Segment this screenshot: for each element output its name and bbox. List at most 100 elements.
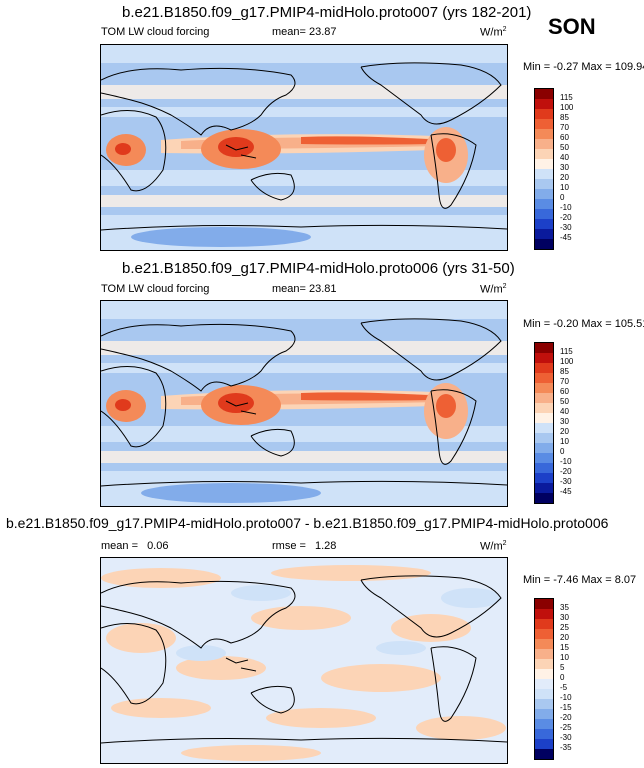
colorbar-label: 85 [560,113,569,122]
coastlines [101,318,507,487]
colorbar-box [535,609,553,619]
patch [271,565,431,581]
panel1-minmax: Min = -0.27 Max = 109.94 [523,61,644,73]
coast-south-america [430,646,477,722]
coast-africa [101,110,167,192]
panel1-mean-value: 23.87 [309,26,337,38]
north-midlat-band [101,85,507,99]
panel2-colorbar-boxes [535,343,553,503]
panel1-colorbar-boxes [535,89,553,249]
colorbar-box [535,129,553,139]
coast-antarctica [101,224,507,231]
colorbar-box [535,689,553,699]
colorbar-label: 0 [560,193,565,202]
itcz-core [301,392,441,401]
colorbar-label: 115 [560,347,573,356]
coast-africa [101,366,167,448]
colorbar-label: 85 [560,367,569,376]
colorbar-box [535,493,553,503]
panel3-title: b.e21.B1850.f09_g17.PMIP4-midHolo.proto0… [6,515,609,531]
panel1-colorbar [534,88,554,250]
coast-north-america [360,318,502,381]
colorbar-box [535,463,553,473]
colorbar-box [535,639,553,649]
coast-australia [250,172,295,201]
coast-indonesia [225,657,257,672]
panel1-units-text: W/m [480,26,503,39]
colorbar-box [535,179,553,189]
colorbar-box [535,363,553,373]
colorbar-label: 5 [560,663,565,672]
colorbar-label: 20 [560,633,569,642]
colorbar-box [535,719,553,729]
panel3-minmax: Min = -7.46 Max = 8.07 [523,574,637,586]
coast-antarctica [101,480,507,487]
colorbar-box [535,383,553,393]
coast-australia [250,685,295,714]
colorbar-label: -5 [560,683,568,692]
panel2-minmax: Min = -0.20 Max = 105.51 [523,318,644,330]
subtropics-north [101,107,507,117]
coastlines [101,575,507,744]
colorbar-label: -45 [560,233,572,242]
colorbar-box [535,139,553,149]
colorbar-label: 70 [560,377,569,386]
patch [416,716,506,740]
panel2-units-exp: 2 [502,283,507,290]
coast-africa [101,623,167,705]
colorbar-box [535,403,553,413]
colorbar-label: 60 [560,387,569,396]
colorbar-label: 30 [560,417,569,426]
season-label: SON [548,14,596,39]
colorbar-label: -20 [560,213,572,222]
panel1-map-svg [101,45,507,250]
patch [181,745,321,761]
coast-indonesia [225,400,257,415]
colorbar-box [535,393,553,403]
colorbar-box [535,209,553,219]
colorbar-label: -10 [560,693,572,702]
patch [111,698,211,718]
maritime-core [218,137,254,157]
panel2-title: b.e21.B1850.f09_g17.PMIP4-midHolo.proto0… [122,260,515,277]
arctic-band [101,45,507,63]
patch [101,568,221,588]
panel2-map-svg [101,301,507,506]
south-america-core [436,394,456,418]
colorbar-label: -30 [560,733,572,742]
panel3-colorbar [534,598,554,760]
subtropics-south [101,170,507,186]
arctic-band [101,301,507,319]
panel3-rmse-value: 1.28 [315,540,337,552]
panel3-mean-label: mean = [101,540,138,552]
colorbar-box [535,433,553,443]
panel1-title: b.e21.B1850.f09_g17.PMIP4-midHolo.proto0… [122,4,532,21]
colorbar-label: 100 [560,357,574,366]
colorbar-box [535,413,553,423]
colorbar-label: 10 [560,437,569,446]
africa-core [115,399,131,411]
patch [176,645,226,661]
colorbar-label: 15 [560,643,569,652]
colorbar-label: 40 [560,153,569,162]
south-america-core [436,138,456,162]
panel3-map [100,557,508,764]
colorbar-box [535,483,553,493]
colorbar-box [535,189,553,199]
colorbar-label: -20 [560,467,572,476]
patch [266,708,376,728]
colorbar-label: -15 [560,703,572,712]
colorbar-box [535,659,553,669]
colorbar-label: -20 [560,713,572,722]
colorbar-label: 50 [560,397,569,406]
south-midlat-band [101,195,507,207]
south-midlat-band [101,451,507,463]
panel3-rmse: rmse = 1.28 [272,540,336,552]
coast-eurasia [101,580,296,649]
coast-south-america [430,389,477,465]
colorbar-box [535,679,553,689]
panel2-variable-label: TOM LW cloud forcing [101,283,210,295]
colorbar-box [535,219,553,229]
colorbar-label: 70 [560,123,569,132]
colorbar-label: 50 [560,143,569,152]
